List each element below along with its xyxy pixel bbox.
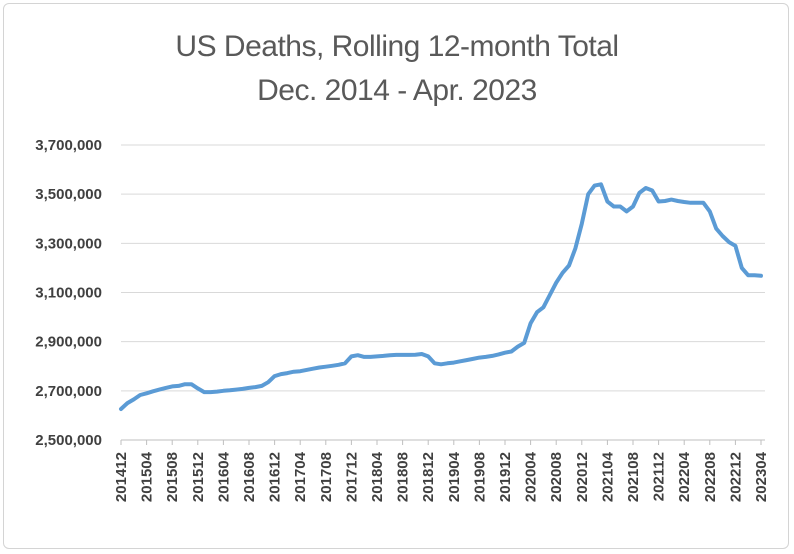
x-tick-label: 201912 [497, 452, 514, 502]
x-tick-label: 201504 [139, 451, 156, 502]
y-tick-label: 3,100,000 [35, 285, 102, 302]
x-tick-label: 201904 [446, 451, 463, 502]
y-tick-label: 3,700,000 [35, 137, 102, 154]
x-tick-label: 202304 [753, 451, 770, 502]
x-tick-label: 202004 [523, 451, 540, 502]
y-tick-label: 3,500,000 [35, 186, 102, 203]
x-tick-label: 201508 [164, 452, 181, 502]
x-tick-label: 201512 [190, 452, 207, 502]
chart-title: US Deaths, Rolling 12-month Total [175, 30, 619, 63]
x-tick-label: 201612 [267, 452, 284, 502]
x-tick-label: 202112 [651, 452, 668, 501]
x-tick-label: 202008 [548, 452, 565, 502]
chart-subtitle: Dec. 2014 - Apr. 2023 [257, 74, 537, 107]
x-tick-label: 201608 [241, 452, 258, 502]
x-tick-label: 201908 [471, 452, 488, 502]
y-tick-label: 3,300,000 [35, 235, 102, 252]
y-tick-label: 2,900,000 [35, 334, 102, 351]
y-tick-label: 2,500,000 [35, 432, 102, 449]
y-tick-label: 2,700,000 [35, 383, 102, 400]
x-tick-label: 201708 [318, 452, 335, 502]
x-tick-label: 201412 [113, 452, 130, 502]
x-tick-label: 202208 [702, 452, 719, 502]
chart-frame [3, 3, 789, 549]
x-tick-label: 201604 [215, 451, 232, 502]
x-tick-label: 201704 [292, 451, 309, 502]
x-tick-label: 201808 [395, 452, 412, 502]
x-tick-label: 201712 [343, 452, 360, 502]
x-tick-label: 202108 [625, 452, 642, 502]
x-tick-label: 202104 [599, 451, 616, 502]
x-tick-label: 202204 [676, 451, 693, 502]
x-tick-label: 202012 [574, 452, 591, 502]
series-line [119, 182, 763, 411]
x-tick-label: 201812 [420, 452, 437, 502]
x-tick-label: 201804 [369, 451, 386, 502]
x-tick-label: 202212 [727, 452, 744, 502]
